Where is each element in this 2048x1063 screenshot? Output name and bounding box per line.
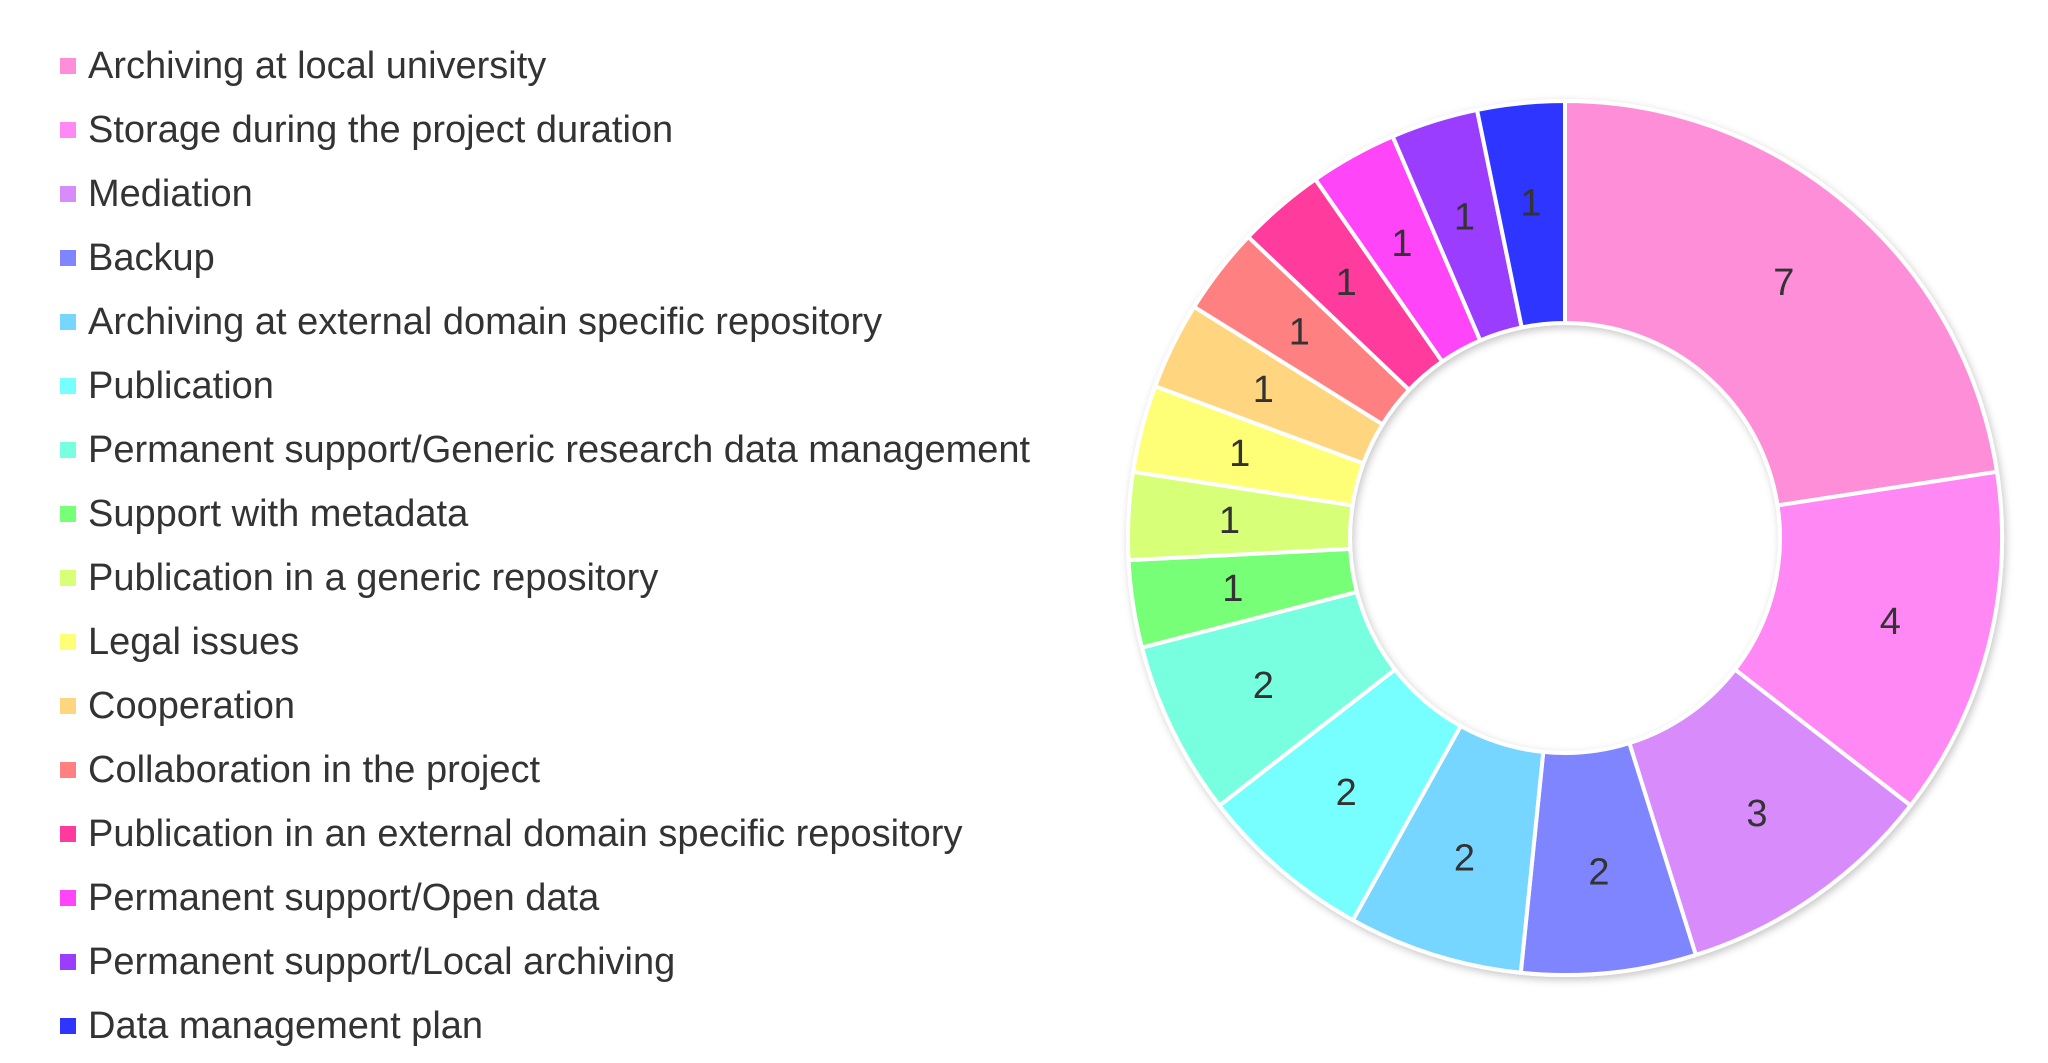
- legend-label: Publication in a generic repository: [88, 556, 659, 599]
- legend-item: Support with metadata: [60, 482, 1030, 546]
- legend-label: Data management plan: [88, 1004, 484, 1047]
- legend-item: Cooperation: [60, 674, 1030, 738]
- donut-slice: [1627, 667, 1913, 957]
- chart-legend: Archiving at local university Storage dur…: [60, 34, 1030, 1058]
- legend-swatch: [60, 826, 76, 842]
- legend-label: Permanent support/Generic research data …: [88, 428, 1031, 471]
- slice-value-label: 1: [1229, 433, 1250, 475]
- legend-swatch: [60, 762, 76, 778]
- legend-item: Legal issues: [60, 610, 1030, 674]
- slice-value-label: 1: [1222, 568, 1243, 610]
- legend-item: Backup: [60, 226, 1030, 290]
- legend-label: Storage during the project duration: [88, 108, 674, 151]
- donut-slice: [1475, 99, 1567, 330]
- legend-swatch: [60, 122, 76, 138]
- slice-value-label: 4: [1880, 601, 1901, 643]
- legend-item: Publication in an external domain specif…: [60, 802, 1030, 866]
- legend-item: Storage during the project duration: [60, 98, 1030, 162]
- legend-item: Archiving at external domain specific re…: [60, 290, 1030, 354]
- slice-value-label: 2: [1454, 838, 1475, 880]
- legend-label: Backup: [88, 236, 215, 279]
- legend-swatch: [60, 570, 76, 586]
- legend-item: Permanent support/Open data: [60, 866, 1030, 930]
- legend-label: Support with metadata: [88, 492, 469, 535]
- legend-item: Collaboration in the project: [60, 738, 1030, 802]
- legend-label: Publication in an external domain specif…: [88, 812, 963, 855]
- legend-item: Mediation: [60, 162, 1030, 226]
- legend-label: Mediation: [88, 172, 253, 215]
- slice-value-label: 2: [1253, 665, 1274, 707]
- legend-label: Cooperation: [88, 684, 296, 727]
- legend-swatch: [60, 1018, 76, 1034]
- legend-item: Permanent support/Generic research data …: [60, 418, 1030, 482]
- legend-label: Archiving at local university: [88, 44, 547, 87]
- slice-value-label: 3: [1746, 793, 1767, 835]
- legend-swatch: [60, 58, 76, 74]
- donut-slice: [1733, 469, 2004, 808]
- slice-value-label: 1: [1289, 311, 1310, 353]
- legend-swatch: [60, 250, 76, 266]
- slice-value-label: 1: [1454, 196, 1475, 238]
- legend-label: Publication: [88, 364, 274, 407]
- legend-label: Permanent support/Open data: [88, 876, 600, 919]
- legend-item: Publication: [60, 354, 1030, 418]
- legend-label: Archiving at external domain specific re…: [88, 300, 883, 343]
- legend-swatch: [60, 698, 76, 714]
- legend-swatch: [60, 314, 76, 330]
- legend-swatch: [60, 634, 76, 650]
- slice-value-label: 1: [1219, 500, 1240, 542]
- legend-item: Publication in a generic repository: [60, 546, 1030, 610]
- legend-item: Permanent support/Local archiving: [60, 930, 1030, 994]
- slice-value-label: 1: [1253, 369, 1274, 411]
- slices: [1126, 99, 2004, 977]
- legend-swatch: [60, 186, 76, 202]
- legend-label: Collaboration in the project: [88, 748, 541, 791]
- legend-label: Legal issues: [88, 620, 300, 663]
- slice-value-label: 2: [1588, 851, 1609, 893]
- slice-value-label: 1: [1336, 262, 1357, 304]
- slice-value-label: 2: [1336, 772, 1357, 814]
- slice-value-label: 1: [1391, 223, 1412, 265]
- legend-item: Data management plan: [60, 994, 1030, 1058]
- legend-swatch: [60, 442, 76, 458]
- legend-swatch: [60, 890, 76, 906]
- legend-label: Permanent support/Local archiving: [88, 940, 676, 983]
- donut-slice: [1563, 99, 1999, 508]
- legend-item: Archiving at local university: [60, 34, 1030, 98]
- legend-swatch: [60, 378, 76, 394]
- legend-swatch: [60, 954, 76, 970]
- slice-value-label: 7: [1773, 262, 1794, 304]
- legend-swatch: [60, 506, 76, 522]
- slice-value-label: 1: [1520, 183, 1541, 225]
